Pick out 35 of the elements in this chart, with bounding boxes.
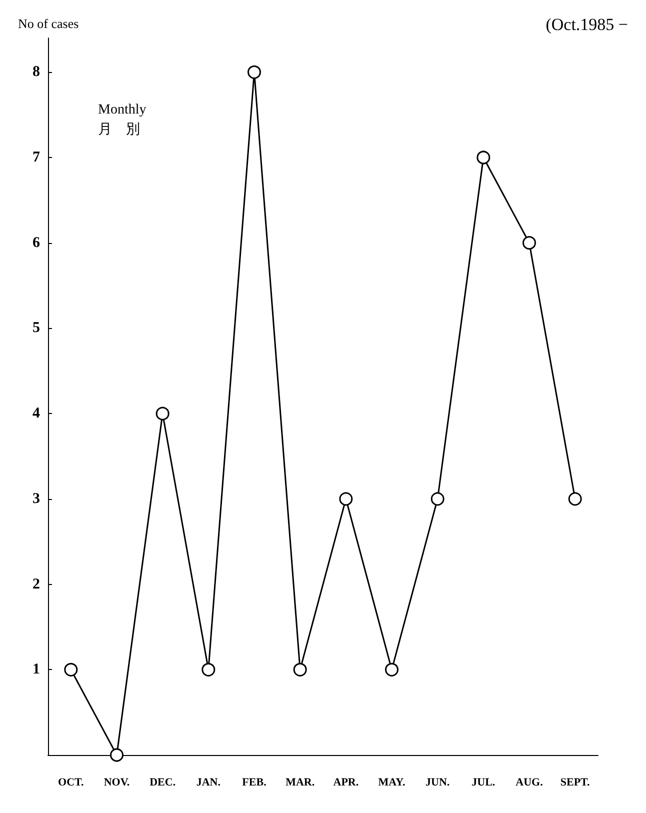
x-tick-label: OCT.	[58, 776, 84, 788]
point	[339, 492, 353, 506]
point	[568, 492, 582, 506]
y-tick-label: 2	[32, 576, 40, 592]
point	[248, 65, 261, 79]
point	[293, 662, 307, 676]
x-tick-label: JUL.	[472, 776, 496, 788]
point	[202, 662, 216, 676]
y-tick-label: 1	[32, 662, 40, 678]
y-tick-label: 8	[32, 64, 40, 80]
point	[110, 748, 124, 762]
y-axis-title: No of cases	[18, 16, 79, 31]
point	[430, 492, 444, 506]
x-tick-label: MAR.	[286, 776, 315, 788]
text: (Oct.1985 −	[546, 15, 628, 34]
y-tick-label: 7	[32, 150, 40, 166]
x-tick-label: APR.	[333, 776, 359, 788]
y-tick-label: 6	[32, 234, 40, 251]
x-tick-label: MAY.	[378, 776, 406, 788]
x-tick-label: JAN.	[196, 776, 221, 788]
point	[64, 662, 78, 676]
y-tick-label: 4	[32, 406, 40, 422]
x-tick-label: NOV.	[104, 776, 130, 788]
point	[156, 406, 170, 420]
x-tick-label: SEPT.	[560, 776, 590, 788]
x-tick-label: FEB.	[242, 776, 267, 788]
annotation: Monthly 月 別	[98, 102, 146, 138]
y-tick-label: 3	[32, 490, 40, 507]
y-tick-label: 5	[32, 320, 40, 336]
x-tick-label: AUG.	[516, 776, 544, 788]
x-tick-label: JUN.	[426, 776, 450, 788]
point	[522, 236, 536, 250]
point	[476, 150, 490, 164]
point	[385, 662, 398, 676]
x-tick-label: DEC.	[150, 776, 176, 788]
